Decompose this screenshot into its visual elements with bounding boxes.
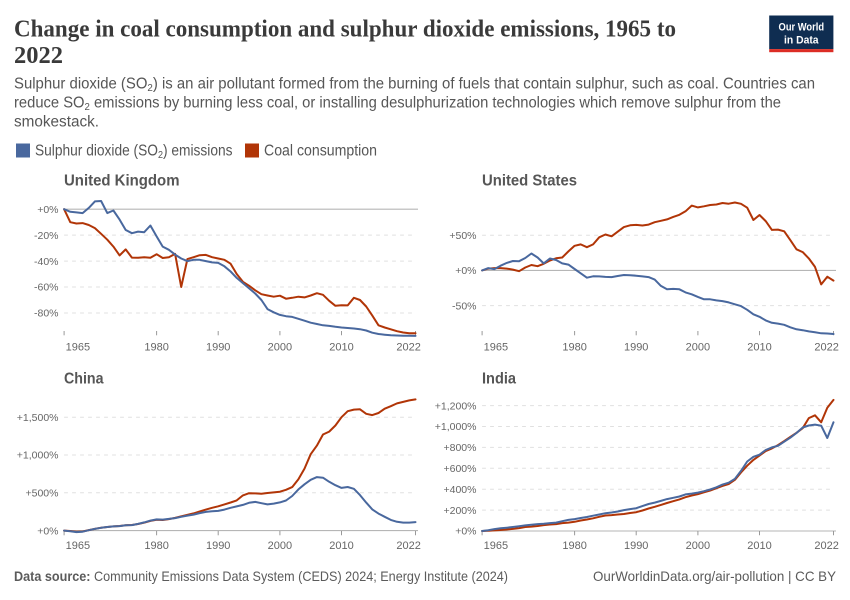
svg-text:2010: 2010 [747, 540, 771, 552]
svg-text:+800%: +800% [444, 442, 477, 454]
svg-text:2000: 2000 [686, 342, 710, 354]
svg-text:Change in coal consumption and: Change in coal consumption and sulphur d… [14, 16, 676, 43]
svg-text:1980: 1980 [562, 540, 586, 552]
svg-text:2010: 2010 [329, 540, 353, 552]
svg-text:+0%: +0% [455, 526, 476, 538]
svg-text:2010: 2010 [747, 342, 771, 354]
svg-text:Our World: Our World [779, 22, 825, 34]
svg-text:1990: 1990 [624, 342, 648, 354]
svg-text:United Kingdom: United Kingdom [64, 173, 180, 190]
svg-text:1980: 1980 [144, 342, 168, 354]
svg-text:-80%: -80% [34, 308, 59, 320]
svg-text:-40%: -40% [34, 256, 59, 268]
svg-text:2022: 2022 [396, 540, 420, 552]
svg-text:1990: 1990 [624, 540, 648, 552]
svg-text:+600%: +600% [444, 463, 477, 475]
svg-text:+0%: +0% [37, 204, 58, 216]
svg-text:1980: 1980 [562, 342, 586, 354]
svg-text:OurWorldinData.org/air-polluti: OurWorldinData.org/air-pollution | CC BY [593, 568, 837, 584]
svg-text:Sulphur dioxide (SO2) is an ai: Sulphur dioxide (SO2) is an air pollutan… [14, 75, 815, 94]
svg-text:1965: 1965 [484, 342, 508, 354]
svg-text:Coal consumption: Coal consumption [264, 142, 377, 159]
svg-text:+1,500%: +1,500% [17, 412, 59, 424]
svg-text:2022: 2022 [814, 342, 838, 354]
svg-text:2000: 2000 [268, 342, 292, 354]
svg-text:+0%: +0% [455, 265, 476, 277]
svg-text:1990: 1990 [206, 540, 230, 552]
svg-text:Data source: Community Emissio: Data source: Community Emissions Data Sy… [14, 568, 508, 584]
svg-text:2022: 2022 [396, 342, 420, 354]
svg-text:+400%: +400% [444, 484, 477, 496]
svg-text:-20%: -20% [34, 230, 59, 242]
svg-text:1965: 1965 [66, 540, 90, 552]
svg-text:+50%: +50% [449, 230, 476, 242]
svg-text:2022: 2022 [814, 540, 838, 552]
svg-text:in Data: in Data [784, 35, 819, 47]
svg-text:smokestack.: smokestack. [14, 114, 99, 131]
svg-text:+200%: +200% [444, 505, 477, 517]
svg-text:+1,000%: +1,000% [435, 421, 477, 433]
svg-text:-60%: -60% [34, 282, 59, 294]
svg-text:2010: 2010 [329, 342, 353, 354]
svg-text:+1,000%: +1,000% [17, 450, 59, 462]
svg-text:+1,200%: +1,200% [435, 400, 477, 412]
svg-text:-50%: -50% [452, 300, 477, 312]
svg-text:2022: 2022 [14, 42, 63, 69]
svg-text:2000: 2000 [686, 540, 710, 552]
svg-text:1965: 1965 [484, 540, 508, 552]
svg-text:1965: 1965 [66, 342, 90, 354]
svg-text:reduce SO2 emissions by burnin: reduce SO2 emissions by burning less coa… [14, 95, 781, 114]
svg-text:India: India [482, 371, 516, 388]
svg-text:+500%: +500% [26, 488, 59, 500]
svg-text:United States: United States [482, 173, 577, 190]
svg-text:Sulphur dioxide (SO2) emission: Sulphur dioxide (SO2) emissions [35, 142, 233, 161]
svg-text:2000: 2000 [268, 540, 292, 552]
svg-text:+0%: +0% [37, 525, 58, 537]
svg-text:1980: 1980 [144, 540, 168, 552]
svg-text:1990: 1990 [206, 342, 230, 354]
svg-text:China: China [64, 371, 104, 388]
